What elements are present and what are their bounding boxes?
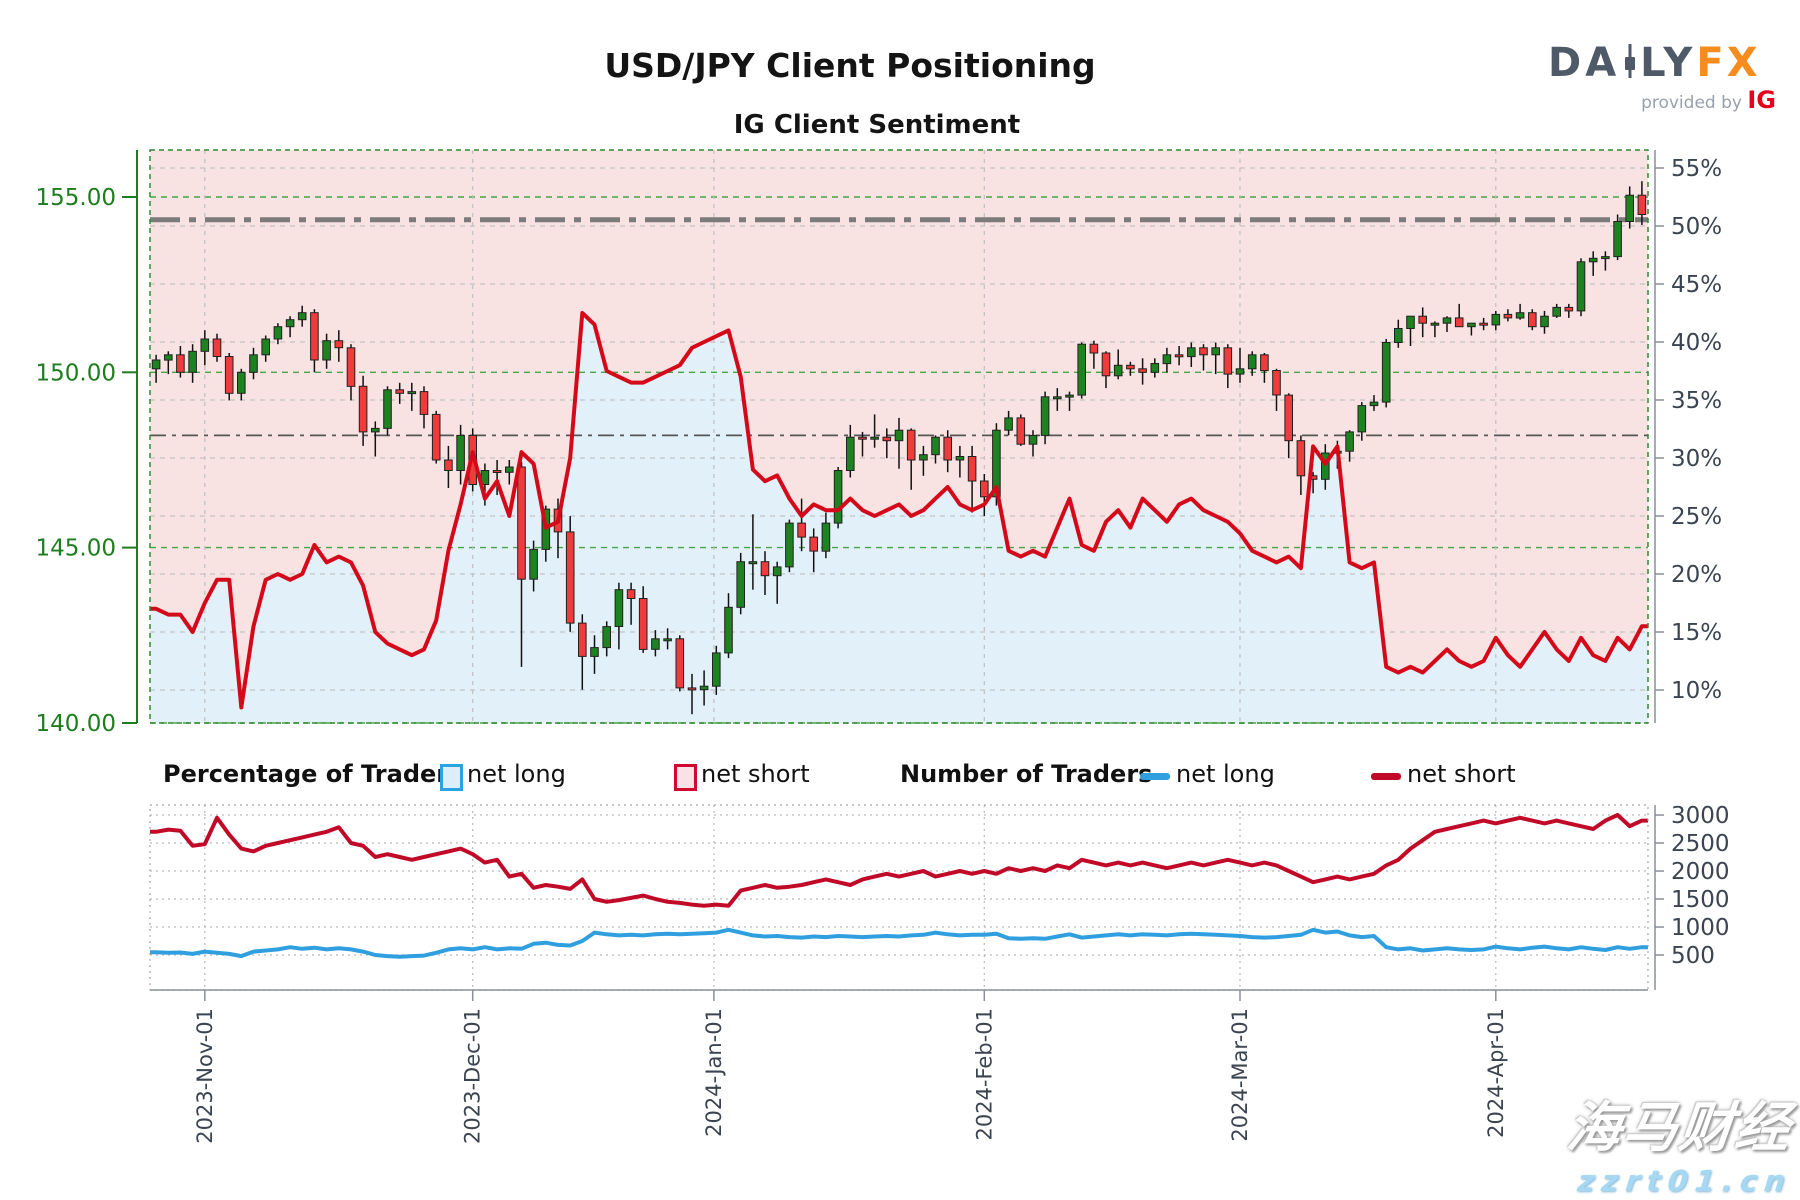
- plot-frame-bottom: [149, 804, 1649, 991]
- logo-text-fx: FX: [1696, 40, 1761, 86]
- month-gridlines-top: [204, 150, 1497, 723]
- count-tick-label: 3000: [1671, 803, 1730, 829]
- legend-net-long-line-swatch: [1140, 773, 1170, 780]
- traders-net-long-line: [150, 927, 1648, 959]
- count-gridlines: [150, 805, 1648, 990]
- pct-tick-label: 55%: [1671, 156, 1722, 182]
- logo-text-da: DA: [1548, 40, 1621, 86]
- price-tick-label: 140.00: [36, 711, 116, 737]
- traders-net-short-line: [150, 813, 1648, 908]
- pct-axis: 55% 50% 45% 40% 35% 30% 25% 20% 15% 10%: [1654, 150, 1722, 723]
- date-tick-label: 2024-Feb-01: [972, 1008, 996, 1141]
- count-tick-label: 1000: [1671, 915, 1730, 941]
- net-long-pct-line: [150, 311, 1648, 710]
- date-tick-label: 2023-Dec-01: [461, 1008, 485, 1144]
- legend-group-number: Number of Traders: [900, 760, 1153, 788]
- pct-tick-label: 25%: [1671, 504, 1722, 530]
- legend-net-short-line-label: net short: [1407, 760, 1516, 788]
- pct-tick-label: 20%: [1671, 562, 1722, 588]
- price-tick-label: 150.00: [36, 360, 116, 386]
- logo-provided-by: provided by IG: [1548, 86, 1780, 114]
- date-axis: 2023-Nov-01 2023-Dec-01 2024-Jan-01 2024-Fe…: [150, 989, 1648, 1144]
- price-sentiment-plot: 155.00 150.00 145.00 140.00 55% 50% 45% 40% 35% 3…: [36, 149, 1722, 737]
- legend-group-percentage: Percentage of Traders: [163, 760, 463, 788]
- candles: [151, 181, 1647, 715]
- price-tick-label: 155.00: [36, 185, 116, 211]
- date-tick-label: 2024-Mar-01: [1228, 1008, 1252, 1142]
- legend-net-long-area-swatch: [440, 764, 463, 791]
- pct-tick-label: 50%: [1671, 214, 1722, 240]
- logo-text-ly: LY: [1640, 40, 1697, 86]
- chart-legend: Percentage of Traders net long net short…: [0, 760, 1800, 796]
- count-tick-label: 1500: [1671, 887, 1730, 913]
- watermark-chinese-text: 海马财经: [1564, 1096, 1795, 1159]
- pct-tick-label: 30%: [1671, 446, 1722, 472]
- plot-frame-top: [149, 149, 1649, 724]
- watermark-url-text: zzrt01.cn: [1576, 1164, 1794, 1198]
- count-tick-label: 2000: [1671, 859, 1730, 885]
- pct-tick-label: 40%: [1671, 330, 1722, 356]
- dailyfx-logo: DA LY FX provided by IG: [1548, 40, 1780, 114]
- count-tick-label: 500: [1671, 943, 1715, 969]
- provided-by-text: provided by: [1641, 93, 1742, 113]
- count-tick-label: 2500: [1671, 831, 1730, 857]
- chart-subtitle: IG Client Sentiment: [733, 110, 1021, 140]
- price-tick-label: 145.00: [36, 536, 116, 562]
- pct-tick-label: 15%: [1671, 620, 1722, 646]
- watermark: 海马财经 zzrt01.cn: [1564, 1083, 1795, 1198]
- legend-net-long-label: net long: [467, 760, 566, 788]
- net-long-area: [150, 313, 1648, 723]
- price-axis: 155.00 150.00 145.00 140.00: [36, 150, 138, 737]
- pct-tick-label: 10%: [1671, 678, 1722, 704]
- pct-tick-label: 35%: [1671, 388, 1722, 414]
- legend-net-long-line-label: net long: [1176, 760, 1275, 788]
- dailyfx-logo-wordmark: DA LY FX: [1548, 40, 1780, 86]
- legend-net-short-line-swatch: [1371, 773, 1401, 780]
- page-title: USD/JPY Client Positioning: [604, 46, 1096, 85]
- legend-net-short-label: net short: [701, 760, 810, 788]
- date-tick-label: 2023-Nov-01: [193, 1008, 217, 1144]
- legend-net-short-area-swatch: [674, 764, 697, 791]
- pct-tick-label: 45%: [1671, 272, 1722, 298]
- date-tick-label: 2024-Apr-01: [1484, 1008, 1508, 1138]
- date-tick-label: 2024-Jan-01: [702, 1008, 726, 1137]
- ig-logo: IG: [1747, 86, 1776, 114]
- logo-candlestick-icon: [1623, 43, 1637, 83]
